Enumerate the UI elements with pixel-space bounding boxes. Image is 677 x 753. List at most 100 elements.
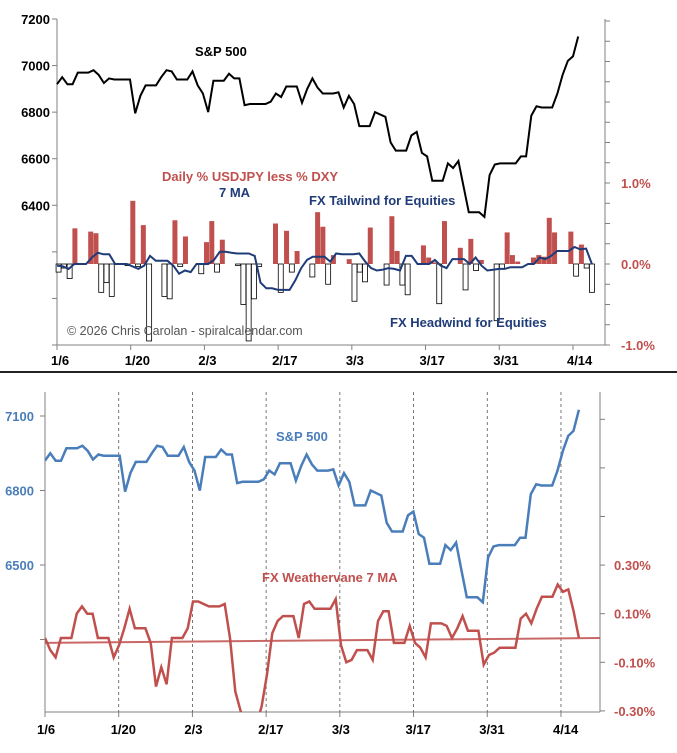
x-tick-label: 1/6 (51, 353, 69, 368)
usdjpy-dxy-bar (172, 220, 178, 264)
tailwind-label: FX Tailwind for Equities (309, 193, 455, 208)
weathervane-label: FX Weathervane 7 MA (262, 570, 398, 585)
usdjpy-dxy-bar (325, 263, 332, 285)
usdjpy-dxy-bar (367, 227, 373, 264)
usdjpy-dxy-bar (284, 230, 290, 264)
x-tick-label: 1/20 (125, 353, 150, 368)
usdjpy-dxy-bar (251, 263, 257, 300)
x-tick-label: 3/3 (332, 722, 350, 737)
sp500-line (56, 36, 580, 219)
sp500-line-bottom (45, 409, 581, 605)
usdjpy-dxy-bar (493, 263, 500, 322)
left-tick-label: 6600 (21, 152, 50, 167)
sp500-title-bottom: S&P 500 (276, 429, 328, 444)
bars-label: Daily % USDJPY less % DXY (162, 169, 338, 184)
x-tick-label: 3/31 (479, 722, 504, 737)
usdjpy-dxy-bar (182, 236, 188, 264)
weathervane-line (45, 581, 581, 712)
usdjpy-dxy-bar (93, 233, 99, 264)
usdjpy-dxy-bar (108, 263, 115, 297)
usdjpy-dxy-bar (468, 238, 474, 264)
left-tick-label: 7000 (21, 59, 50, 74)
left-tick-label: 6800 (21, 105, 50, 120)
usdjpy-dxy-bar (589, 263, 595, 293)
usdjpy-dxy-bar (442, 221, 448, 264)
usdjpy-dxy-bar (578, 244, 584, 264)
usdjpy-dxy-bar (315, 212, 321, 264)
usdjpy-dxy-bar (309, 263, 316, 278)
usdjpy-dxy-bar (135, 263, 141, 267)
usdjpy-dxy-bar (515, 261, 521, 264)
ma-label: 7 MA (219, 185, 251, 200)
usdjpy-dxy-bar (294, 251, 300, 264)
usdjpy-dxy-bar (426, 257, 432, 264)
right-tick-label: 1.0% (621, 176, 651, 191)
x-tick-label: 1/6 (37, 722, 55, 737)
usdjpy-dxy-bar (457, 247, 463, 264)
usdjpy-dxy-bar (214, 263, 220, 273)
usdjpy-dxy-bar (389, 216, 395, 264)
usdjpy-dxy-bar (420, 245, 426, 264)
usdjpy-dxy-bar (431, 262, 437, 264)
usdjpy-dxy-bar (351, 263, 358, 302)
right-tick-label: 0.0% (621, 257, 651, 272)
copyright: © 2026 Chris Carolan - spiralcalendar.co… (67, 324, 303, 338)
left-tick-label: 6400 (21, 198, 50, 213)
usdjpy-dxy-bar (362, 263, 368, 283)
usdjpy-dxy-bar (346, 259, 352, 264)
left-tick-label: 7100 (5, 409, 34, 424)
usdjpy-dxy-bar (320, 226, 326, 264)
usdjpy-dxy-bar (478, 259, 484, 264)
usdjpy-dxy-bar (204, 242, 210, 264)
usdjpy-dxy-bar (462, 263, 469, 291)
left-tick-label: 7200 (21, 12, 50, 27)
x-tick-label: 2/17 (272, 353, 297, 368)
usdjpy-dxy-bar (383, 263, 390, 286)
x-tick-label: 3/31 (493, 353, 518, 368)
usdjpy-dxy-bar (166, 263, 173, 300)
usdjpy-dxy-bar (209, 221, 215, 264)
usdjpy-dxy-bar (568, 231, 574, 264)
weathervane-trendline (45, 637, 600, 644)
x-tick-label: 3/17 (420, 353, 445, 368)
chart-divider (0, 371, 677, 373)
usdjpy-dxy-bar (72, 228, 78, 264)
usdjpy-dxy-bar (277, 263, 284, 293)
right-tick-label: -0.10% (614, 655, 656, 670)
x-tick-label: 1/20 (111, 722, 136, 737)
usdjpy-dxy-bar (509, 255, 515, 264)
usdjpy-dxy-bar (146, 263, 153, 342)
usdjpy-dxy-bar (404, 263, 411, 296)
usdjpy-dxy-bar (272, 223, 278, 264)
headwind-label: FX Headwind for Equities (390, 315, 547, 330)
x-tick-label: 4/14 (553, 722, 579, 737)
usdjpy-dxy-bar (473, 263, 479, 271)
usdjpy-dxy-bar (245, 263, 252, 342)
x-tick-label: 2/3 (184, 722, 202, 737)
right-tick-label: -1.0% (621, 338, 655, 353)
x-tick-label: 3/3 (346, 353, 364, 368)
usdjpy-dxy-bar (541, 256, 547, 264)
usdjpy-dxy-bar (530, 257, 536, 264)
usdjpy-dxy-bar (330, 255, 336, 264)
usdjpy-dxy-bar (546, 217, 552, 264)
right-tick-label: -0.30% (614, 704, 656, 719)
top-chart: 7200 7000 6800 6600 6400 1.0% 0.0% -1.0% 1/6 1/20… (21, 12, 655, 368)
usdjpy-dxy-bar (552, 232, 558, 264)
usdjpy-dxy-bar (88, 231, 94, 264)
x-tick-label: 4/14 (567, 353, 593, 368)
x-tick-label: 3/17 (406, 722, 431, 737)
x-tick-label: 2/17 (258, 722, 283, 737)
x-tick-label: 2/3 (198, 353, 216, 368)
usdjpy-dxy-bar (140, 225, 146, 264)
sp500-title: S&P 500 (195, 44, 247, 59)
left-tick-label: 6500 (5, 558, 34, 573)
usdjpy-dxy-bar (394, 251, 400, 264)
usdjpy-dxy-bar (130, 200, 136, 264)
usdjpy-dxy-bar (288, 263, 295, 273)
usdjpy-dxy-bar (504, 232, 510, 264)
ma7-line (56, 245, 593, 291)
right-tick-label: 0.10% (614, 607, 651, 622)
